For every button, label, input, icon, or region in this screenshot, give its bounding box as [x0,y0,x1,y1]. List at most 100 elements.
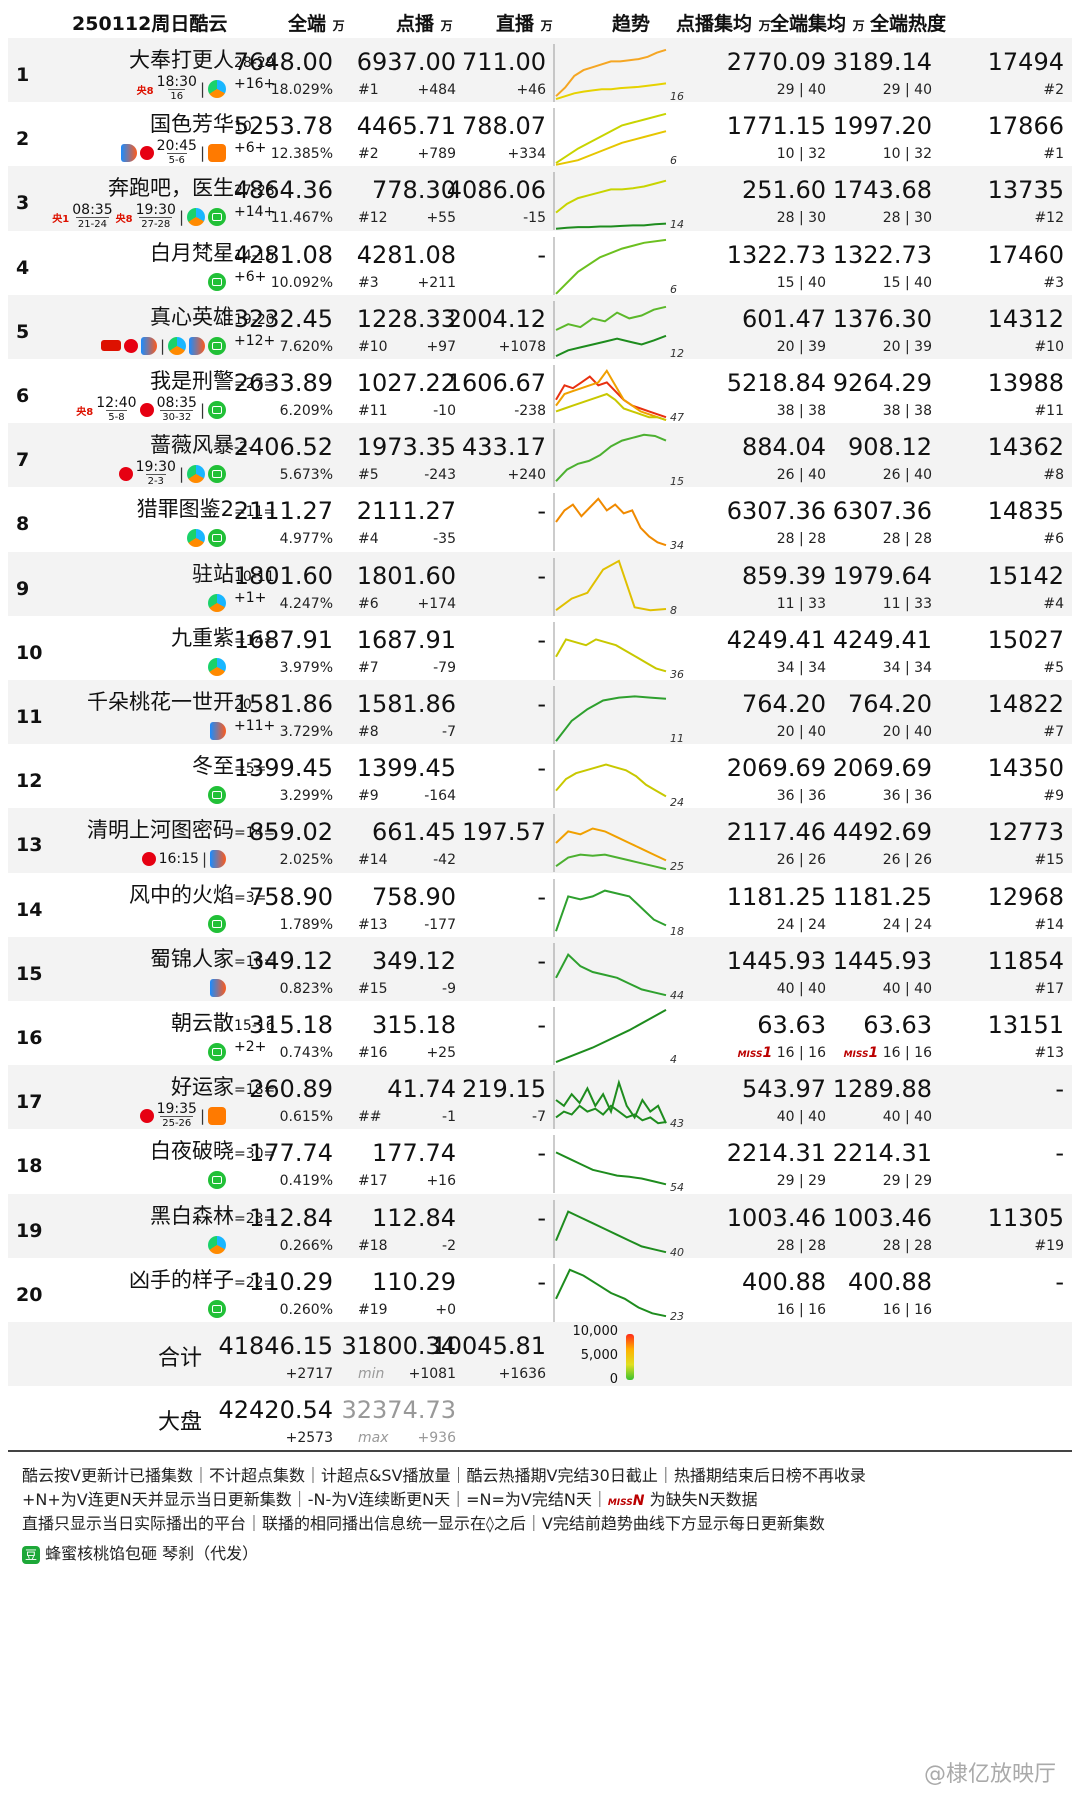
table-row[interactable]: 14 风中的火焰 =3= 758.90 1.789% 758.90 #13 -177-18 11… [8,873,1072,938]
table-row[interactable]: 1 大奉打更人 28-29 +16+ 央8 18:30 16 | 7648.00 18.029% 6… [8,38,1072,103]
live-change: +334 [507,146,546,163]
youku-icon [120,144,137,163]
tv-station-icon [139,403,154,417]
table-row[interactable]: 15 蜀锦人家 =16= 349.12 0.823% 349.12 #15 -9-44 1445… [8,936,1072,1002]
live-views: - [537,1139,546,1168]
episode-info: 19-20 [234,311,275,328]
live-views: - [537,1011,546,1039]
trend-svg [553,236,667,295]
drama-name: 九重紫 [171,625,234,650]
live-change: +1078 [498,338,546,355]
trend-line [555,82,667,101]
table-row[interactable]: 19 黑白森林 =23= 112.84 0.266% 112.84 #18 -2-40 1003… [8,1193,1072,1259]
table-row[interactable]: 12 冬至 =5= 1399.45 3.299% 1399.45 #9 -164-24 2069… [8,744,1072,809]
vod-change: +484 [417,82,456,98]
vod-episode-avg: 601.47 [742,304,826,333]
rank-number: 10 [16,641,43,664]
tv-schedule: 19:35 25-26 [157,1102,197,1130]
heat-value: 12968 [987,882,1064,911]
trend-line [555,305,667,331]
total-episode-avg: 1997.20 [832,112,932,141]
total-episode-avg: 400.88 [848,1267,932,1296]
update-status: +12+ [234,332,276,349]
episodes-ratio: 16 | 16 [776,1301,826,1318]
heat-value: - [1055,1075,1064,1104]
platform-list [187,525,226,551]
table-row[interactable]: 16 朝云散 15-16 +2+ 315.18 0.743% 315.18 #16 +25-4 6… [8,1001,1072,1066]
episodes-ratio: 29 | 40 [882,82,932,98]
table-row[interactable]: 18 白夜破晓 =30= 177.74 0.419% 177.74 #17 +16-54 221… [8,1129,1072,1195]
table-row[interactable]: 8 猎罪图鉴2 =11= 2111.27 4.977% 2111.27 #4 -35-34 63… [8,487,1072,552]
tencent-video-icon [187,465,205,484]
vod-episode-avg: 764.20 [742,690,826,718]
table-row[interactable]: 3 奔跑吧，医生 27-28 +14+ 央1 08:35 21-24 央8 19:30 27-28… [8,166,1072,231]
vod-change: -164 [424,788,456,805]
table-row[interactable]: 5 真心英雄 19-20 +12+ | 3232.45 7.620% 1228.33 #10 +9… [8,294,1072,360]
episode-info: =30= [234,1146,276,1163]
total-episode-avg: 2214.31 [832,1139,932,1168]
table-row[interactable]: 10 九重紫 =14= 1687.91 3.979% 1687.91 #7 -79-36 424… [8,616,1072,681]
episodes-ratio: 11 | 33 [776,595,826,612]
iqiyi-icon [208,401,226,419]
vod-views: 177.74 [372,1139,456,1168]
trend-svg [553,108,667,167]
table-row[interactable]: 9 驻站 10-11 +1+ 1801.60 4.247% 1801.60 #6 +174-8 8… [8,551,1072,617]
total-episodes-aired: 28 | 30 [883,210,932,226]
tencent-video-icon [208,657,226,676]
market-label: 大盘 [158,1410,203,1435]
heat-value: 13151 [987,1011,1064,1039]
total-episodes-aired: 28 | 28 [883,531,932,547]
trend-episode-count: 54 [670,1181,684,1195]
iqiyi-icon [208,786,226,805]
tv-time: 18:30 [156,73,197,90]
trend-svg [553,878,667,937]
table-row[interactable]: 20 凶手的样子 =22= 110.29 0.260% 110.29 #19 +0-23 400… [8,1258,1072,1323]
table-row[interactable]: 11 千朵桃花一世开 20 +11+ 1581.86 3.729% 1581.86 #8 -7-… [8,680,1072,745]
platform-list: 央8 18:30 16 | [137,73,226,102]
table-row[interactable]: 2 国色芳华 10 +6+ 20:45 5-6 | 5253.78 12.385% 4465.71… [8,102,1072,167]
episodes-ratio: 40 | 40 [776,1109,826,1126]
iqiyi-icon [208,1299,226,1318]
trend-episode-count: 15 [670,475,684,489]
total-views: 315.18 [249,1011,333,1039]
trend-line [555,180,667,214]
live-views: - [537,882,546,911]
table-row[interactable]: 7 蔷薇风暴 -2- 19:30 2-3 | 2406.52 5.673% 1973.35 #5-… [8,423,1072,489]
heat-rank: #15 [1034,852,1064,869]
table-row[interactable]: 4 白月梵星 14-15 +6+ 4281.08 10.092% 4281.08 #3 +211… [8,231,1072,296]
table-row[interactable]: 17 好运家 =18= 19:35 25-26 | 260.89 0.615% 41.74 ## -… [8,1065,1072,1130]
tv-days: 27-28 [139,216,173,230]
episodes-ratio: 16 | 16 [882,1045,932,1061]
heat-rank: #17 [1034,980,1064,997]
youku-icon [210,850,226,869]
episode-info: 20 [234,697,252,713]
trend-svg [553,300,667,359]
table-row[interactable]: 6 我是刑警 =27= 央8 12:40 5-8 08:35 30-32 | 2633.89 6.2… [8,359,1072,424]
vod-views: 1399.45 [356,754,456,783]
trend-line [555,1209,667,1253]
vod-episode-avg: 251.60 [742,176,826,205]
update-status: +6+ [234,140,267,157]
drama-name: 国色芳华 [150,112,234,137]
trend-svg [553,493,667,552]
vod-views: 1801.60 [356,561,456,590]
footer-divider [8,1450,1072,1452]
vod-rank: #10 [358,338,388,355]
trend-episode-count: 47 [670,411,684,424]
heat-rank: #2 [1043,82,1064,98]
trend-episode-count: 40 [670,1245,684,1259]
total-share: 3.729% [279,724,333,740]
episodes-ratio: 20 | 39 [776,338,826,355]
separator: | [199,401,205,419]
trend-chart [552,620,674,686]
drama-name: 真心英雄 [150,304,234,329]
total-episode-avg: 2069.69 [832,754,932,783]
drama-name: 冬至 [192,754,234,779]
vod-rank: #14 [358,852,388,869]
total-views: 2406.52 [233,433,333,462]
vod-episode-avg: 859.39 [742,561,826,590]
total-views: 1801.60 [233,561,333,590]
total-vod-chg: +1081 [408,1366,456,1382]
episodes-ratio: 26 | 40 [882,467,932,484]
table-row[interactable]: 13 清明上河图密码 =14= 16:15 | 859.02 2.025% 661.45 #14… [8,808,1072,873]
